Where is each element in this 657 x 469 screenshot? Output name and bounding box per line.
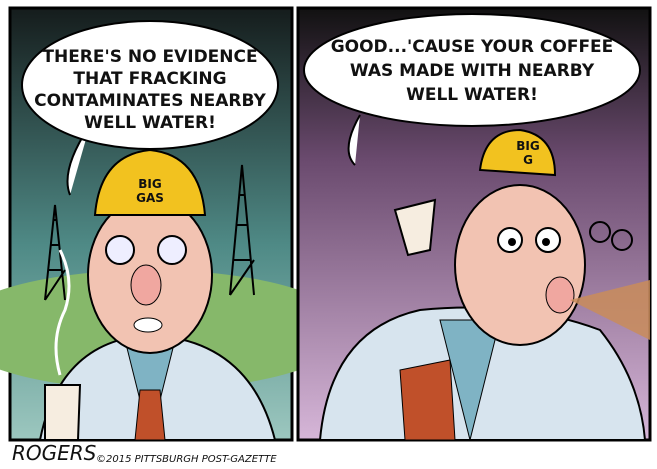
copyright: ©2015 PITTSBURGH POST-GAZETTE (96, 454, 277, 465)
panel-2: GOOD...'CAUSE YOUR COFFEE WAS MADE WITH … (298, 8, 650, 440)
cheek (546, 277, 574, 313)
cartoon: THERE'S NO EVIDENCE THAT FRACKING CONTAM… (0, 0, 657, 469)
speech-line: WAS MADE WITH NEARBY (350, 61, 595, 81)
speech-line: THAT FRACKING (73, 69, 226, 89)
speech-line: WELL WATER! (406, 85, 538, 105)
pupil (542, 238, 550, 246)
hat-text: BIG (138, 177, 161, 191)
hat-text: GAS (136, 191, 164, 205)
pupil (508, 238, 516, 246)
speech-line: WELL WATER! (84, 113, 216, 133)
tie (135, 390, 165, 440)
speech-line: GOOD...'CAUSE YOUR COFFEE (331, 37, 614, 57)
nose (131, 265, 161, 305)
hat-text: G (523, 153, 533, 167)
hat-text: BIG (516, 139, 539, 153)
speech-line: THERE'S NO EVIDENCE (42, 47, 257, 67)
mouth (134, 318, 162, 332)
coffee-cup (45, 385, 80, 440)
head (455, 185, 585, 345)
glasses (158, 236, 186, 264)
speech-line: CONTAMINATES NEARBY (34, 91, 266, 111)
signature: ROGERS (12, 441, 97, 465)
glasses (106, 236, 134, 264)
tie (400, 360, 455, 440)
